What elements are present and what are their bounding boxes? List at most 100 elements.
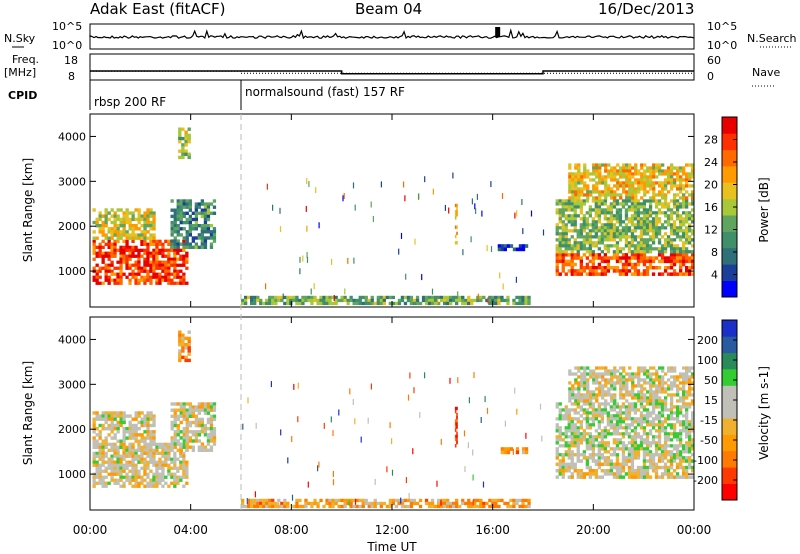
noise-tick-left-top: 10^5 xyxy=(52,20,82,33)
time-axis: 00:00 04:00 08:00 12:00 16:00 20:00 00:00 xyxy=(73,523,712,537)
x-axis-label: Time UT xyxy=(366,540,417,554)
echo-region xyxy=(92,442,189,488)
echo-region xyxy=(568,366,695,403)
colorbar-tick-label: 16 xyxy=(704,201,718,214)
nave-label: Nave xyxy=(752,66,780,79)
colorbar-swatch xyxy=(722,247,737,265)
colorbar-tick-label: 8 xyxy=(711,246,718,259)
echo-region xyxy=(92,208,156,240)
echo-region xyxy=(454,203,458,245)
x-tick-label: 20:00 xyxy=(576,523,611,537)
y-tick-label: 4000 xyxy=(58,333,86,346)
noise-spike xyxy=(495,27,501,37)
colorbar-swatch xyxy=(722,336,737,354)
colorbar-swatch xyxy=(722,198,737,216)
colorbar-swatch xyxy=(722,434,737,452)
sparse-echoes xyxy=(265,172,545,305)
colorbar-swatch xyxy=(722,166,737,183)
colorbar-tick-label: 28 xyxy=(704,134,718,147)
colorbar-tick-label: 15 xyxy=(704,394,718,407)
echo-region xyxy=(555,456,695,479)
colorbar-swatch xyxy=(722,320,737,337)
echo-region xyxy=(555,199,695,254)
noise-sky-line xyxy=(89,27,695,40)
colorbar-swatch xyxy=(722,149,737,167)
colorbar-tick-label: 4 xyxy=(711,269,718,282)
x-tick-label: 08:00 xyxy=(274,523,309,537)
colorbar-tick-label: -100 xyxy=(693,454,718,467)
power-heatmap xyxy=(92,127,695,306)
colorbar-swatch xyxy=(722,133,737,151)
colorbar-tick-label: 12 xyxy=(704,224,718,237)
echo-region xyxy=(568,163,695,200)
colorbar-tick-label: 24 xyxy=(704,156,718,169)
velocity-colorbar: 200 100 50 15 -15 -50 -100 -200 xyxy=(693,319,738,501)
nsky-label: N.Sky xyxy=(4,32,36,45)
echo-region xyxy=(178,127,191,160)
colorbar-tick-label: -200 xyxy=(693,474,718,487)
y-tick-label: 2000 xyxy=(58,220,86,233)
echo-region xyxy=(170,402,217,452)
colorbar-swatch xyxy=(722,280,737,298)
y-tick-label: 1000 xyxy=(58,468,86,481)
y-tick-label: 1000 xyxy=(58,265,86,278)
y-tick-label: 3000 xyxy=(58,175,86,188)
colorbar-tick-label: 50 xyxy=(704,374,718,387)
freq-tick-right-top: 60 xyxy=(707,54,721,67)
colorbar-swatch xyxy=(722,467,737,484)
freq-panel-frame xyxy=(89,53,695,81)
freq-unit-label: [MHz] xyxy=(4,66,36,79)
colorbar-swatch xyxy=(722,182,737,200)
colorbar-swatch xyxy=(722,401,737,419)
velocity-axes: 4000 3000 2000 1000 xyxy=(58,317,695,510)
noise-panel-frame xyxy=(89,23,695,50)
cpid-label: CPID xyxy=(8,89,37,102)
freq-nave-lines xyxy=(90,70,694,75)
freq-tick-right-bottom: 0 xyxy=(707,70,714,83)
echo-region xyxy=(92,411,156,443)
power-colorbar: 28 24 20 16 12 8 4 xyxy=(704,116,738,298)
velocity-heatmap xyxy=(92,330,695,509)
echo-region xyxy=(500,447,529,455)
velocity-y-axis-label: Slant Range [km] xyxy=(21,361,35,465)
x-tick-label: 16:00 xyxy=(475,523,510,537)
colorbar-frame xyxy=(721,319,738,501)
freq-tick-left-bottom: 8 xyxy=(68,70,75,83)
x-tick-label: 12:00 xyxy=(375,523,410,537)
y-tick-label: 3000 xyxy=(58,378,86,391)
echo-region xyxy=(241,295,531,306)
date-title: 16/Dec/2013 xyxy=(598,0,694,18)
cpid-segment-2: normalsound (fast) 157 RF xyxy=(245,85,405,99)
colorbar-tick-label: 100 xyxy=(697,354,718,367)
y-tick-label: 4000 xyxy=(58,130,86,143)
echo-region xyxy=(497,244,529,252)
noise-tick-right-top: 10^5 xyxy=(707,20,737,33)
velocity-colorbar-label: Velocity [m s-1] xyxy=(757,366,771,460)
power-axes: 4000 3000 2000 1000 xyxy=(58,114,695,307)
station-title: Adak East (fitACF) xyxy=(90,0,225,18)
beam-title: Beam 04 xyxy=(355,0,422,18)
colorbar-swatch xyxy=(722,369,737,386)
colorbar-tick-label: 200 xyxy=(697,334,718,347)
x-tick-label: 00:00 xyxy=(677,523,712,537)
noise-sky-trace xyxy=(89,28,695,40)
colorbar-tick-label: -50 xyxy=(700,434,718,447)
colorbar-swatch xyxy=(722,117,737,134)
colorbar-swatch xyxy=(722,483,737,501)
colorbar-swatch xyxy=(722,385,737,403)
echo-region xyxy=(555,402,695,457)
colorbar-swatch xyxy=(722,450,737,468)
sparse-echoes xyxy=(242,372,543,509)
power-colorbar-label: Power [dB] xyxy=(757,177,771,242)
colorbar-swatch xyxy=(722,231,737,249)
x-tick-label: 00:00 xyxy=(73,523,108,537)
echo-region xyxy=(555,253,695,276)
freq-label: Freq. xyxy=(12,53,39,66)
colorbar-tick-label: 20 xyxy=(704,179,718,192)
colorbar-swatch xyxy=(722,215,737,232)
nsearch-label: N.Search xyxy=(747,32,797,45)
echo-region xyxy=(170,199,217,249)
y-tick-label: 2000 xyxy=(58,423,86,436)
noise-tick-right-bottom: 10^0 xyxy=(707,39,737,52)
